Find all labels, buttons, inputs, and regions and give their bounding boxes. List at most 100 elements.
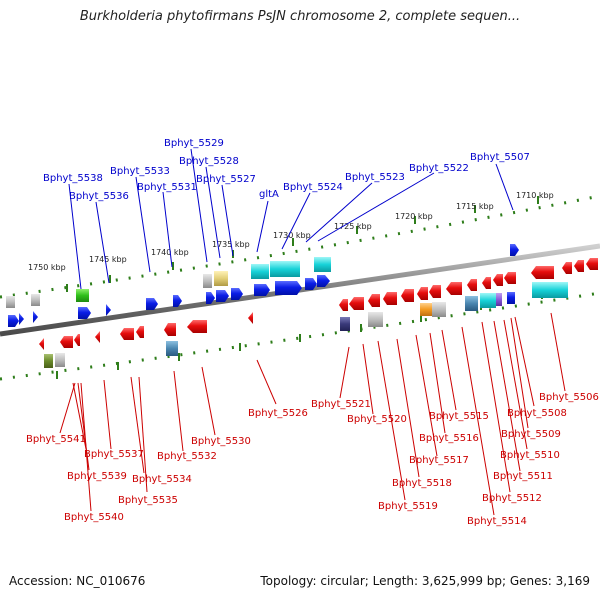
gene-label: Bphyt_5512 bbox=[482, 493, 542, 504]
gene-arrow bbox=[507, 292, 515, 304]
gene-arrow bbox=[187, 320, 207, 333]
gene-label: Bphyt_5523 bbox=[345, 172, 405, 183]
gene-label: Bphyt_5537 bbox=[84, 449, 144, 460]
scale-label: 1720 kbp bbox=[395, 212, 433, 221]
gene-label: Bphyt_5509 bbox=[501, 429, 561, 440]
scale-label: 1725 kbp bbox=[334, 222, 372, 231]
bottom-callout-lines bbox=[59, 312, 566, 516]
gene-label: Bphyt_5507 bbox=[470, 152, 530, 163]
top-callout-lines bbox=[68, 148, 514, 290]
gene-block bbox=[251, 264, 269, 279]
bottom-gene-labels: Bphyt_5541 Bphyt_5537 Bphyt_5539 Bphyt_5… bbox=[26, 392, 599, 527]
gene-block bbox=[76, 289, 89, 302]
gene-arrow bbox=[78, 307, 91, 319]
scale-label: 1715 kbp bbox=[456, 202, 494, 211]
gene-arrow bbox=[586, 258, 598, 270]
gene-label: Bphyt_5506 bbox=[539, 392, 599, 403]
gene-arrow bbox=[39, 338, 44, 350]
gene-block bbox=[420, 303, 432, 316]
gene-arrow bbox=[349, 297, 364, 310]
gene-arrow bbox=[60, 336, 73, 348]
gene-arrow bbox=[317, 275, 330, 287]
gene-label: Bphyt_5517 bbox=[409, 455, 469, 466]
gene-label: Bphyt_5518 bbox=[392, 478, 452, 489]
gene-block bbox=[432, 302, 446, 317]
scale-label: 1750 kbp bbox=[28, 263, 66, 272]
scale-label: 1745 kbp bbox=[89, 255, 127, 264]
gene-arrow bbox=[574, 260, 584, 272]
gene-arrow bbox=[446, 282, 462, 295]
gene-block bbox=[203, 274, 212, 288]
gene-block bbox=[465, 296, 478, 311]
gene-block bbox=[340, 317, 350, 331]
gene-label: Bphyt_5532 bbox=[157, 451, 217, 462]
gene-label: Bphyt_5531 bbox=[137, 182, 197, 193]
gene-block bbox=[480, 293, 496, 308]
gene-arrow bbox=[417, 287, 428, 300]
gene-label: Bphyt_5530 bbox=[191, 436, 251, 447]
gene-block bbox=[496, 293, 502, 306]
gene-label: Bphyt_5515 bbox=[429, 411, 489, 422]
gene-label: Bphyt_5520 bbox=[347, 414, 407, 425]
gene-block bbox=[166, 341, 178, 356]
scale-label: 1730 kbp bbox=[273, 231, 311, 240]
outer-major-ticks bbox=[66, 196, 539, 292]
gene-label: Bphyt_5510 bbox=[500, 450, 560, 461]
gene-arrow bbox=[401, 289, 414, 302]
gene-arrow bbox=[120, 328, 134, 340]
gene-label: Bphyt_5533 bbox=[110, 166, 170, 177]
gene-label: Bphyt_5511 bbox=[493, 471, 553, 482]
gene-arrow bbox=[146, 298, 158, 310]
gene-label: Bphyt_5526 bbox=[248, 408, 308, 419]
gene-arrow bbox=[33, 311, 38, 323]
gene-arrow bbox=[231, 288, 243, 300]
gene-label: Bphyt_5522 bbox=[409, 163, 469, 174]
gene-label: Bphyt_5527 bbox=[196, 174, 256, 185]
gene-arrow bbox=[368, 294, 380, 307]
gene-label: Bphyt_5535 bbox=[118, 495, 178, 506]
gene-label: Bphyt_5539 bbox=[67, 471, 127, 482]
gene-label: Bphyt_5514 bbox=[467, 516, 527, 527]
gene-arrow bbox=[562, 262, 572, 274]
top-gene-labels: Bphyt_5538 Bphyt_5536 Bphyt_5533 Bphyt_5… bbox=[43, 138, 530, 202]
scale-label: 1710 kbp bbox=[516, 191, 554, 200]
accession-text: Accession: NC_010676 bbox=[9, 574, 146, 588]
gene-block bbox=[44, 354, 53, 368]
gene-arrow bbox=[248, 312, 253, 324]
gene-arrow bbox=[339, 299, 348, 311]
gene-label: Bphyt_5528 bbox=[179, 156, 239, 167]
gene-block bbox=[368, 312, 383, 327]
gene-arrow bbox=[504, 272, 516, 284]
gene-arrow bbox=[383, 292, 397, 305]
gene-block bbox=[214, 271, 228, 286]
gene-arrow bbox=[136, 326, 144, 338]
gene-label: Bphyt_5536 bbox=[69, 191, 129, 202]
gene-arrow bbox=[482, 277, 491, 289]
forward-strand-genes bbox=[6, 244, 519, 327]
gene-arrow bbox=[429, 285, 441, 298]
gene-block bbox=[270, 261, 300, 277]
gene-arrow bbox=[275, 281, 302, 295]
reverse-strand-genes bbox=[39, 258, 598, 368]
genome-summary-text: Topology: circular; Length: 3,625,999 bp… bbox=[260, 574, 590, 588]
gene-arrow bbox=[173, 295, 182, 307]
gene-block bbox=[6, 296, 15, 308]
gene-arrow bbox=[8, 315, 19, 327]
gene-label: gltA bbox=[259, 189, 279, 200]
gene-arrow bbox=[164, 323, 176, 336]
gene-arrow bbox=[106, 304, 111, 316]
gene-label: Bphyt_5538 bbox=[43, 173, 103, 184]
gene-arrow bbox=[305, 278, 317, 290]
gene-block bbox=[314, 257, 331, 272]
gene-arrow bbox=[254, 284, 270, 296]
gene-arrow bbox=[493, 274, 503, 286]
gene-label: Bphyt_5524 bbox=[283, 182, 343, 193]
gene-block bbox=[532, 282, 568, 298]
gene-label: Bphyt_5540 bbox=[64, 512, 124, 523]
gene-label: Bphyt_5508 bbox=[507, 408, 567, 419]
gene-label: Bphyt_5516 bbox=[419, 433, 479, 444]
gene-label: Bphyt_5534 bbox=[132, 474, 192, 485]
gene-label: Bphyt_5529 bbox=[164, 138, 224, 149]
gene-arrow bbox=[531, 266, 554, 279]
